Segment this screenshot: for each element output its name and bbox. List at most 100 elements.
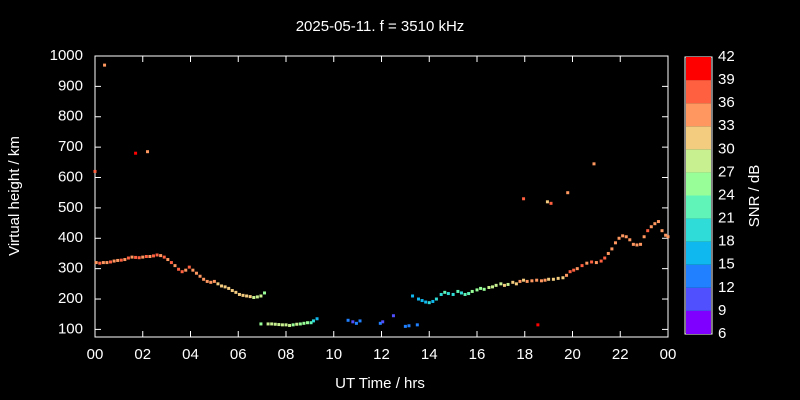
point xyxy=(315,317,319,321)
point xyxy=(610,247,614,251)
point xyxy=(130,255,134,259)
point xyxy=(146,150,150,154)
point xyxy=(431,299,435,303)
point xyxy=(137,256,141,260)
point xyxy=(535,278,539,282)
point xyxy=(103,63,107,67)
point xyxy=(439,292,443,296)
colorbar-band xyxy=(686,287,711,311)
point xyxy=(109,260,113,264)
point xyxy=(446,292,450,296)
point xyxy=(628,238,632,242)
point xyxy=(575,267,579,271)
colorbar-tick-label: 42 xyxy=(718,48,735,65)
point xyxy=(212,279,216,283)
point xyxy=(391,314,395,318)
point xyxy=(617,236,621,240)
point xyxy=(522,278,526,282)
point xyxy=(459,291,463,295)
point xyxy=(470,289,474,293)
point xyxy=(502,283,506,287)
point xyxy=(451,292,455,296)
y-tick-label: 600 xyxy=(58,168,83,185)
point xyxy=(216,282,220,286)
point xyxy=(346,318,350,322)
x-tick-label: 10 xyxy=(325,346,342,363)
y-tick-label: 1000 xyxy=(50,47,83,64)
point xyxy=(642,235,646,239)
point xyxy=(499,282,503,286)
plot-frame xyxy=(94,55,669,338)
point xyxy=(424,300,428,304)
point xyxy=(660,229,664,233)
point xyxy=(288,323,292,327)
point xyxy=(277,323,281,327)
point xyxy=(646,229,650,233)
y-tick-label: 700 xyxy=(58,138,83,155)
colorbar-tick-label: 15 xyxy=(718,256,735,273)
point xyxy=(191,268,195,272)
point xyxy=(664,233,668,237)
y-tick-label: 400 xyxy=(58,229,83,246)
point xyxy=(202,277,206,281)
point xyxy=(220,284,224,288)
point xyxy=(234,290,238,294)
x-tick-label: 08 xyxy=(278,346,295,363)
point xyxy=(302,321,306,325)
point xyxy=(420,299,424,303)
point xyxy=(298,322,302,326)
colorbar-band xyxy=(686,195,711,219)
point xyxy=(105,261,109,265)
point xyxy=(443,290,447,294)
chart-title: 2025-05-11. f = 3510 kHz xyxy=(296,18,465,35)
point xyxy=(266,322,270,326)
point xyxy=(309,321,313,325)
point xyxy=(144,254,148,258)
point xyxy=(403,324,407,328)
point xyxy=(475,288,479,292)
point xyxy=(241,293,245,297)
point xyxy=(580,264,584,268)
point xyxy=(592,162,596,166)
point xyxy=(223,285,227,289)
colorbar-band xyxy=(686,218,711,242)
x-tick-label: 16 xyxy=(469,346,486,363)
colorbar-band xyxy=(686,103,711,127)
colorbar-tick-label: 33 xyxy=(718,117,735,134)
point xyxy=(227,286,231,290)
y-tick-label: 900 xyxy=(58,77,83,94)
point xyxy=(491,285,495,289)
x-tick-label: 02 xyxy=(134,346,151,363)
point xyxy=(543,278,547,282)
point xyxy=(123,258,127,262)
point xyxy=(434,297,438,301)
point xyxy=(270,322,274,326)
point xyxy=(284,323,288,327)
point xyxy=(463,292,467,296)
point xyxy=(187,265,191,269)
y-axis-label: Virtual height / km xyxy=(6,136,23,256)
point xyxy=(112,259,116,263)
point xyxy=(530,279,534,283)
point xyxy=(305,321,309,325)
point xyxy=(539,279,543,283)
point xyxy=(621,234,625,238)
colorbar-tick-label: 21 xyxy=(718,210,735,227)
point xyxy=(180,270,184,274)
x-tick-label: 20 xyxy=(564,346,581,363)
y-tick-label: 200 xyxy=(58,290,83,307)
colorbar-tick-label: 39 xyxy=(718,71,735,88)
colorbar-tick-label: 6 xyxy=(718,325,726,342)
point xyxy=(141,255,145,259)
point xyxy=(549,201,553,205)
point xyxy=(101,261,105,265)
colorbar-band xyxy=(686,172,711,196)
point xyxy=(255,295,259,299)
point xyxy=(209,280,213,284)
point xyxy=(417,297,421,301)
colorbar-tick-label: 27 xyxy=(718,163,735,180)
point xyxy=(93,169,97,173)
point xyxy=(561,276,565,280)
point xyxy=(381,320,385,324)
point xyxy=(173,264,177,268)
